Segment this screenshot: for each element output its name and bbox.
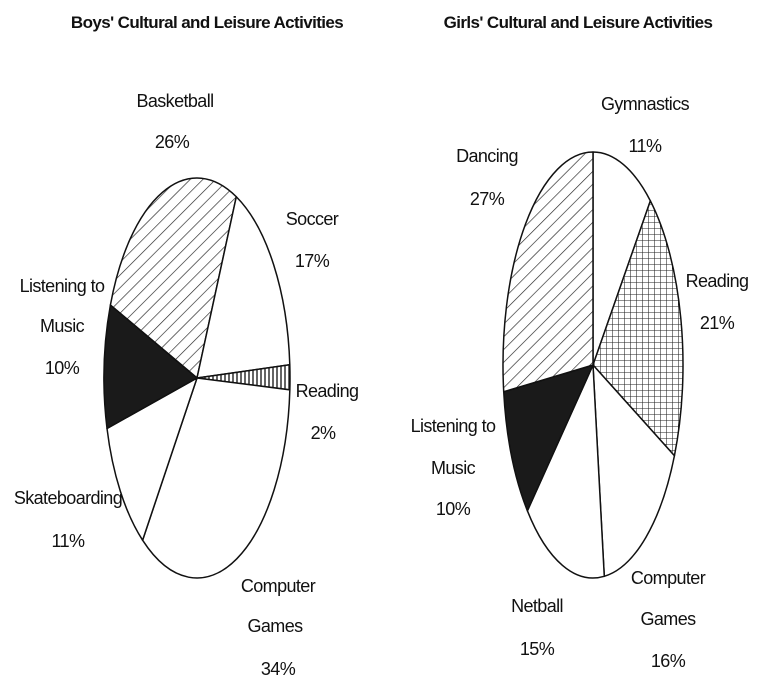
slice-value: 17% (295, 251, 330, 271)
boys-chart: Boys' Cultural and Leisure Activities Ba… (14, 13, 359, 679)
slice-value: 16% (651, 651, 686, 671)
slice-label: Reading (296, 381, 359, 401)
slice-label: Music (431, 458, 476, 478)
slice-value: 2% (311, 423, 336, 443)
slice-label: Listening to (411, 416, 496, 436)
pie-slice-computer-games (141, 377, 291, 579)
pie-slice-dancing (502, 151, 594, 393)
slice-value: 10% (436, 499, 471, 519)
slice-value: 10% (45, 358, 80, 378)
slice-label: Games (247, 616, 303, 636)
pie-slice-gymnastics (592, 151, 652, 366)
slice-label: Basketball (136, 91, 213, 111)
slice-label: Gymnastics (601, 94, 690, 114)
pie-slice-netball (526, 364, 606, 579)
slice-label: Computer (631, 568, 706, 588)
pie-slice-reading (592, 200, 684, 457)
boys-pie (103, 177, 291, 579)
slice-value: 34% (261, 659, 296, 679)
slice-label: Games (640, 609, 696, 629)
slice-label: Skateboarding (14, 488, 122, 508)
slice-label: Computer (241, 576, 316, 596)
slice-value: 27% (470, 189, 505, 209)
girls-chart-title: Girls' Cultural and Leisure Activities (444, 13, 713, 32)
slice-label: Dancing (456, 146, 518, 166)
slice-label: Reading (686, 271, 749, 291)
pie-slice-listening-to-music (103, 304, 198, 430)
girls-pie (502, 151, 684, 579)
slice-label: Netball (511, 596, 563, 616)
slice-value: 11% (52, 531, 85, 551)
slice-label: Listening to (20, 276, 105, 296)
slice-value: 21% (700, 313, 735, 333)
pie-slice-listening-to-music (502, 364, 594, 512)
pie-slice-basketball (109, 177, 238, 379)
slice-value: 26% (155, 132, 190, 152)
slice-value: 15% (520, 639, 555, 659)
pie-slice-soccer (196, 195, 291, 379)
slice-label: Music (40, 316, 85, 336)
slice-value: 11% (629, 136, 662, 156)
slice-label: Soccer (286, 209, 339, 229)
pie-slice-skateboarding (106, 377, 198, 541)
pie-slice-computer-games (592, 364, 676, 578)
girls-chart: Girls' Cultural and Leisure Activities G… (411, 13, 749, 671)
boys-chart-title: Boys' Cultural and Leisure Activities (71, 13, 343, 32)
